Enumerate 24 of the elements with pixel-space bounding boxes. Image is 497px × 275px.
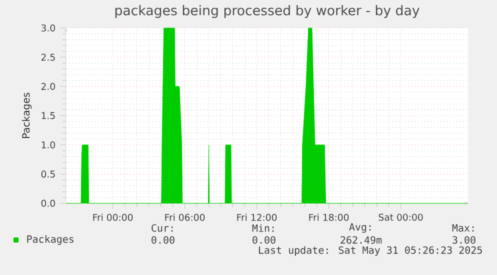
y-tick-label: 0.0: [41, 200, 55, 207]
x-tick-label: Sat 00:00: [378, 214, 423, 221]
text: 262.49m: [340, 236, 382, 244]
text: 3.00: [452, 236, 476, 244]
x-tick-label: Fri 00:00: [93, 214, 133, 221]
chart-title: packages being processed by worker - by day: [115, 5, 420, 18]
legend-label: Packages: [27, 235, 74, 245]
x-tick-label: Fri 06:00: [165, 214, 205, 221]
x-tick-label: Fri 12:00: [237, 214, 277, 221]
text: Avg:: [349, 223, 371, 233]
y-tick-label: 1.0: [42, 141, 55, 148]
text: 0.00: [252, 236, 276, 244]
text: Last update: Sat May 31 05:26:23 2025: [259, 246, 482, 256]
text: Max:: [452, 224, 474, 232]
y-tick-label: 0.5: [41, 170, 55, 178]
text: Min:: [252, 224, 274, 232]
y-tick-label: 2.5: [41, 54, 55, 61]
y-axis-title: Packages: [22, 92, 32, 138]
text: Cur:: [152, 224, 173, 232]
text: 0.00: [152, 236, 174, 244]
y-tick-label: 3.0: [41, 24, 55, 32]
x-tick-label: Fri 18:00: [309, 214, 349, 221]
y-tick-label: 2.0: [41, 82, 55, 90]
y-tick-label: 1.5: [42, 112, 55, 120]
